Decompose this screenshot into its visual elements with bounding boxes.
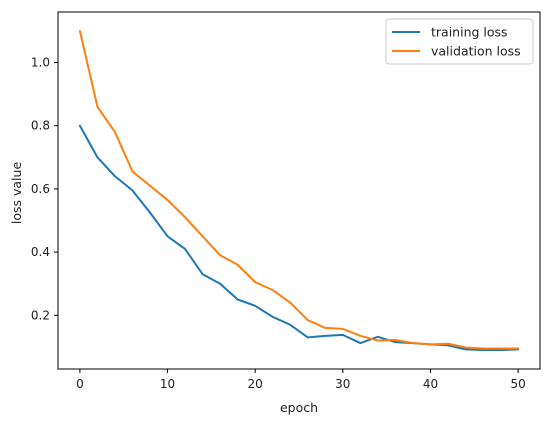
y-tick-label: 0.6 (31, 182, 50, 196)
legend-label-validation-loss: validation loss (431, 44, 521, 59)
x-tick-label: 40 (423, 377, 438, 391)
y-tick-label: 0.8 (31, 119, 50, 133)
legend: training loss validation loss (385, 18, 534, 65)
legend-box (385, 18, 534, 65)
x-tick-label: 0 (76, 377, 84, 391)
x-tick-label: 10 (160, 377, 175, 391)
y-tick-label: 0.2 (31, 308, 50, 322)
x-tick-label: 20 (248, 377, 263, 391)
axes: 0 10 20 30 40 50 0.2 0.4 0.6 0.8 1.0 (31, 11, 541, 391)
x-tick-label: 50 (510, 377, 525, 391)
plot-area (78, 29, 520, 352)
axes-frame (57, 11, 541, 370)
series-line-validation-loss (78, 29, 520, 350)
x-axis-label: epoch (280, 400, 318, 415)
y-tick-label: 1.0 (31, 56, 50, 70)
y-tick-label: 0.4 (31, 245, 50, 259)
legend-label-training-loss: training loss (431, 25, 508, 40)
y-axis-label: loss value (9, 162, 24, 225)
x-tick-label: 30 (335, 377, 350, 391)
series-line-training-loss (78, 124, 520, 352)
